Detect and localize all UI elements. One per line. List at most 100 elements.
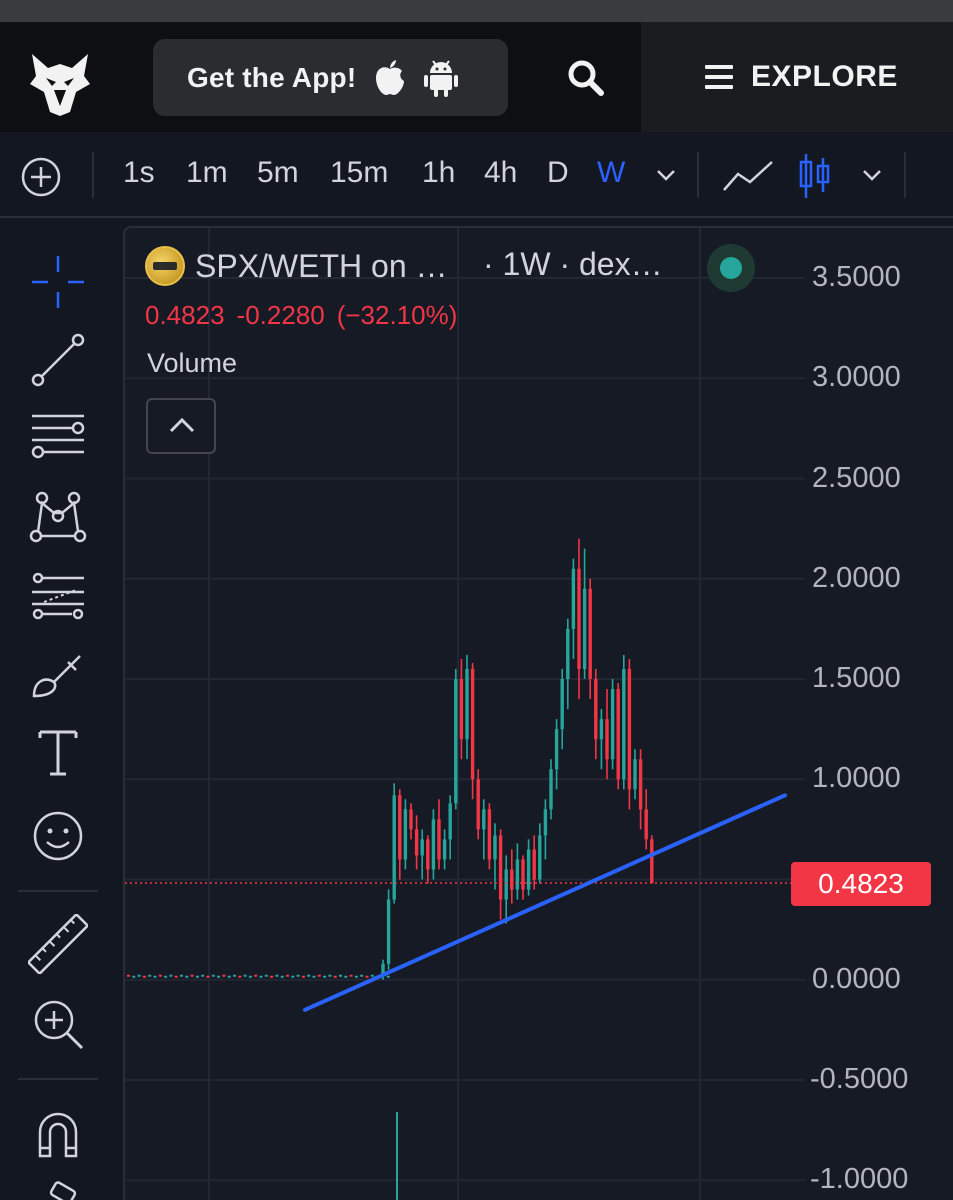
candle-body bbox=[577, 568, 581, 669]
price-axis-label: 0.0000 bbox=[812, 962, 901, 995]
explore-label: EXPLORE bbox=[751, 60, 898, 93]
candle-body bbox=[414, 829, 419, 856]
eagle-logo-icon[interactable] bbox=[28, 50, 92, 118]
toolbar-separator bbox=[697, 152, 699, 198]
plus-circle-icon[interactable] bbox=[20, 156, 62, 198]
magnet-icon[interactable] bbox=[28, 1104, 88, 1164]
drawing-toolbar bbox=[0, 220, 116, 1200]
emoji-icon[interactable] bbox=[28, 806, 88, 866]
pattern-icon[interactable] bbox=[28, 486, 88, 546]
candle-body bbox=[543, 809, 548, 836]
price-axis-label: -1.0000 bbox=[810, 1163, 909, 1196]
price-chart[interactable] bbox=[125, 228, 953, 1200]
price-axis-label: 1.5000 bbox=[812, 662, 901, 694]
top-bar: Get the App! EXPLORE bbox=[0, 22, 953, 132]
candle-body bbox=[560, 679, 564, 730]
candle-body bbox=[627, 668, 632, 790]
price-axis-label: 3.5000 bbox=[812, 261, 901, 293]
interval-15m[interactable]: 15m bbox=[330, 156, 389, 189]
candle-body bbox=[566, 628, 570, 679]
candle-flat bbox=[185, 975, 189, 978]
candle-flat bbox=[127, 974, 130, 977]
candle-flat bbox=[206, 975, 210, 978]
price-axis-label: -0.5000 bbox=[810, 1063, 909, 1095]
get-app-button[interactable]: Get the App! bbox=[153, 39, 508, 116]
candle-flat bbox=[291, 975, 295, 978]
candle-body bbox=[616, 689, 620, 780]
candle-body bbox=[431, 819, 436, 870]
candle-flat bbox=[132, 975, 136, 978]
candle-flat bbox=[344, 975, 348, 978]
chevron-down-icon[interactable] bbox=[862, 168, 882, 182]
candle-body bbox=[594, 679, 598, 740]
crosshair-icon[interactable] bbox=[28, 252, 88, 312]
text-tool-icon[interactable] bbox=[28, 722, 88, 782]
candle-flat bbox=[312, 975, 316, 978]
candle-body bbox=[605, 719, 609, 760]
candle-flat bbox=[233, 974, 236, 977]
interval-4h[interactable]: 4h bbox=[484, 156, 518, 189]
candle-flat bbox=[275, 974, 279, 977]
price-axis-label: 2.5000 bbox=[812, 461, 901, 494]
fib-tool-icon[interactable] bbox=[28, 564, 88, 624]
candle-flat bbox=[349, 974, 353, 977]
candlestick-chart-icon[interactable] bbox=[798, 152, 832, 200]
candle-body bbox=[454, 679, 458, 804]
chart-pane[interactable]: SPX/WETH on … · 1W · dex… 0.4823 -0.2280 (… bbox=[123, 226, 953, 1200]
interval-1m[interactable]: 1m bbox=[186, 156, 228, 189]
search-icon[interactable] bbox=[566, 58, 606, 98]
line-chart-icon[interactable] bbox=[722, 158, 774, 194]
candle-flat bbox=[153, 975, 157, 978]
android-icon[interactable] bbox=[424, 59, 459, 97]
change-percent: (−32.10%) bbox=[336, 300, 458, 330]
candle-flat bbox=[296, 974, 300, 977]
brush-icon[interactable] bbox=[28, 642, 88, 702]
horizontal-lines-icon[interactable] bbox=[28, 408, 88, 468]
candle-flat bbox=[333, 975, 337, 978]
chevron-down-icon[interactable] bbox=[656, 168, 676, 182]
candle-flat bbox=[301, 975, 305, 978]
candle-body bbox=[437, 819, 441, 860]
interval-1h[interactable]: 1h bbox=[422, 156, 456, 189]
ruler-icon[interactable] bbox=[26, 912, 90, 976]
candle-body bbox=[510, 869, 514, 890]
candle-body bbox=[610, 689, 615, 760]
interval-1s[interactable]: 1s bbox=[123, 156, 155, 189]
interval-d[interactable]: D bbox=[547, 156, 569, 189]
close-value: 0.4823 bbox=[145, 300, 225, 330]
ohlc-values: 0.4823 -0.2280 (−32.10%) bbox=[145, 300, 469, 331]
candle-flat bbox=[307, 974, 311, 977]
candle-flat bbox=[195, 975, 199, 978]
explore-button[interactable]: EXPLORE bbox=[641, 22, 953, 132]
zoom-in-icon[interactable] bbox=[28, 994, 88, 1054]
candle-body bbox=[588, 588, 592, 679]
candle-flat bbox=[238, 975, 242, 978]
candle-flat bbox=[158, 974, 162, 977]
apple-icon[interactable] bbox=[374, 59, 406, 97]
candle-flat bbox=[211, 974, 215, 977]
candle-body bbox=[582, 588, 587, 669]
market-status-indicator[interactable] bbox=[707, 244, 755, 292]
interval-w-active[interactable]: W bbox=[597, 156, 626, 189]
chart-toolbar: 1s 1m 5m 15m 1h 4h D W bbox=[0, 132, 953, 218]
candle-body bbox=[638, 759, 643, 810]
collapse-legend-button[interactable] bbox=[146, 398, 216, 454]
lock-icon[interactable] bbox=[28, 1180, 88, 1200]
price-axis-label: 2.0000 bbox=[812, 561, 901, 594]
candle-flat bbox=[243, 974, 247, 977]
candle-body bbox=[521, 859, 525, 890]
candle-flat bbox=[174, 975, 178, 978]
candle-body bbox=[470, 668, 475, 780]
symbol-legend[interactable]: SPX/WETH on … bbox=[145, 246, 448, 286]
candle-flat bbox=[180, 974, 183, 977]
candle-body bbox=[381, 963, 385, 976]
candle-body bbox=[498, 835, 503, 900]
interval-5m[interactable]: 5m bbox=[257, 156, 299, 189]
candle-body bbox=[599, 719, 604, 740]
candle-flat bbox=[148, 974, 152, 977]
candle-body bbox=[459, 679, 464, 740]
candle-body bbox=[442, 839, 447, 860]
candle-body bbox=[426, 839, 430, 870]
trend-line-icon[interactable] bbox=[28, 330, 88, 390]
candle-flat bbox=[227, 975, 231, 978]
